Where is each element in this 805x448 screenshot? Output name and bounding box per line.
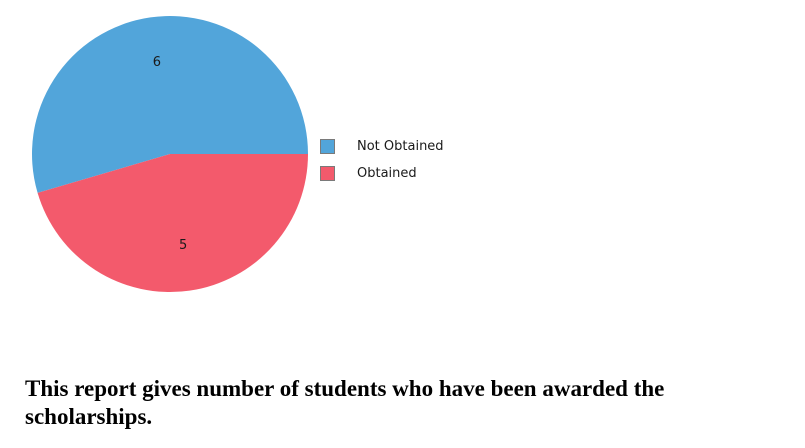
pie-slice-obtained xyxy=(37,154,309,292)
legend-label-not-obtained: Not Obtained xyxy=(357,139,444,154)
pie-chart-canvas: 65 xyxy=(31,15,309,292)
legend-item-not-obtained: Not Obtained xyxy=(320,133,444,160)
legend-item-obtained: Obtained xyxy=(320,160,444,187)
pie-slice-not-obtained xyxy=(31,15,308,193)
legend-label-obtained: Obtained xyxy=(357,166,417,181)
pie-data-label-obtained: 5 xyxy=(179,238,187,253)
report-caption: This report gives number of students who… xyxy=(25,376,665,429)
legend-swatch-obtained xyxy=(320,166,335,181)
chart-legend: Not Obtained Obtained xyxy=(320,133,444,187)
pie-data-label-not-obtained: 6 xyxy=(153,55,161,70)
legend-swatch-not-obtained xyxy=(320,139,335,154)
